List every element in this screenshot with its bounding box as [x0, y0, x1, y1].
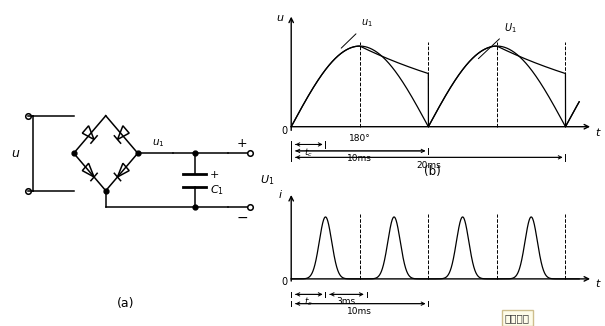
Text: t: t — [595, 279, 599, 289]
Text: u: u — [276, 13, 284, 23]
Text: 10ms: 10ms — [347, 306, 372, 316]
Text: $u_1$: $u_1$ — [341, 18, 373, 48]
Text: +: + — [237, 137, 247, 150]
Text: $U_1$: $U_1$ — [479, 22, 517, 59]
Text: 3ms: 3ms — [336, 297, 356, 306]
Text: −: − — [237, 211, 248, 224]
Text: +: + — [210, 170, 220, 180]
Text: 0: 0 — [281, 126, 287, 136]
Text: u: u — [11, 147, 19, 160]
Text: 20ms: 20ms — [416, 161, 440, 170]
Text: $U_1$: $U_1$ — [260, 173, 275, 187]
Text: 电工之屋: 电工之屋 — [505, 313, 530, 323]
Text: (b): (b) — [424, 165, 441, 178]
Text: t: t — [595, 128, 599, 138]
Text: (a): (a) — [117, 297, 134, 310]
Text: $u_1$: $u_1$ — [152, 137, 165, 149]
Text: $t_c$: $t_c$ — [304, 146, 313, 159]
Text: 10ms: 10ms — [347, 155, 372, 163]
Text: 0: 0 — [281, 277, 287, 287]
Text: $C_1$: $C_1$ — [210, 183, 224, 197]
Text: 180°: 180° — [349, 134, 371, 143]
Text: i: i — [279, 190, 282, 200]
Text: $t_c$: $t_c$ — [304, 296, 313, 308]
